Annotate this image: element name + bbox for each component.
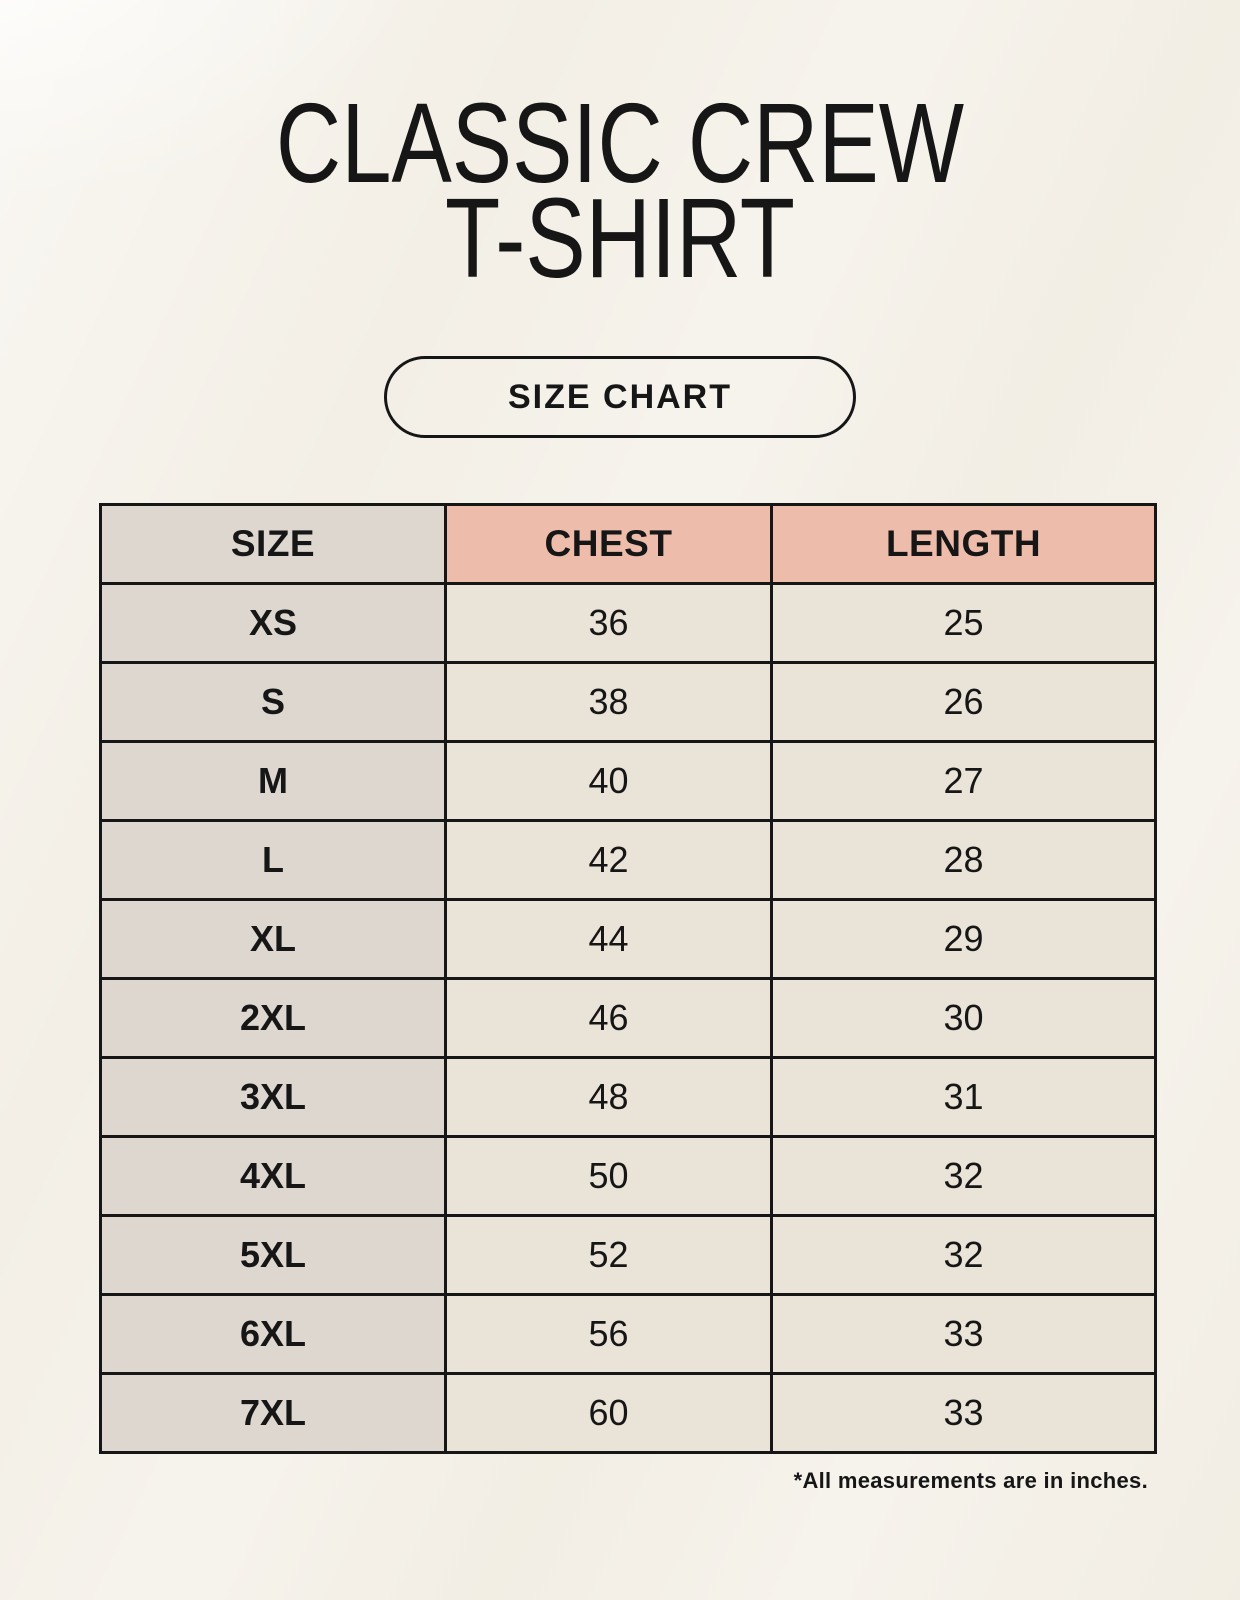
table-row: XL 44 29	[99, 898, 1157, 980]
chest-cell: 44	[444, 898, 773, 980]
length-cell: 29	[770, 898, 1157, 980]
length-cell: 28	[770, 819, 1157, 901]
length-cell: 30	[770, 977, 1157, 1059]
chest-cell: 42	[444, 819, 773, 901]
length-cell: 27	[770, 740, 1157, 822]
table-row: XS 36 25	[99, 582, 1157, 664]
page-title-line1: CLASSIC CREW	[275, 80, 965, 206]
length-cell: 31	[770, 1056, 1157, 1138]
length-cell: 33	[770, 1293, 1157, 1375]
size-cell: 4XL	[99, 1135, 447, 1217]
chest-cell: 38	[444, 661, 773, 743]
table-row: 4XL 50 32	[99, 1135, 1157, 1217]
size-chart-button-label: SIZE CHART	[508, 377, 732, 416]
table-row: 3XL 48 31	[99, 1056, 1157, 1138]
size-cell: 5XL	[99, 1214, 447, 1296]
size-cell: 7XL	[99, 1372, 447, 1454]
table-row: L 42 28	[99, 819, 1157, 901]
size-cell: XL	[99, 898, 447, 980]
length-cell: 25	[770, 582, 1157, 664]
size-chart-button[interactable]: SIZE CHART	[384, 356, 856, 438]
table-header-row: SIZE CHEST LENGTH	[99, 503, 1157, 585]
size-cell: L	[99, 819, 447, 901]
chest-cell: 36	[444, 582, 773, 664]
length-cell: 26	[770, 661, 1157, 743]
table-row: 7XL 60 33	[99, 1372, 1157, 1454]
chest-cell: 50	[444, 1135, 773, 1217]
table-row: 6XL 56 33	[99, 1293, 1157, 1375]
size-cell: M	[99, 740, 447, 822]
chest-cell: 46	[444, 977, 773, 1059]
chest-cell: 40	[444, 740, 773, 822]
measurement-note: *All measurements are in inches.	[793, 1468, 1148, 1493]
size-cell: 3XL	[99, 1056, 447, 1138]
button-row: SIZE CHART	[0, 356, 1240, 438]
page-title: CLASSIC CREW T-SHIRT	[124, 0, 1116, 301]
length-cell: 33	[770, 1372, 1157, 1454]
chest-cell: 52	[444, 1214, 773, 1296]
size-cell: 6XL	[99, 1293, 447, 1375]
table-row: M 40 27	[99, 740, 1157, 822]
column-header-size: SIZE	[99, 503, 447, 585]
size-chart-table: SIZE CHEST LENGTH XS 36 25 S 38 26 M 40 …	[99, 503, 1157, 1454]
size-cell: S	[99, 661, 447, 743]
chest-cell: 60	[444, 1372, 773, 1454]
size-cell: 2XL	[99, 977, 447, 1059]
page-title-line2: T-SHIRT	[445, 175, 795, 301]
column-header-chest: CHEST	[444, 503, 773, 585]
column-header-length: LENGTH	[770, 503, 1157, 585]
table-row: 2XL 46 30	[99, 977, 1157, 1059]
chest-cell: 56	[444, 1293, 773, 1375]
length-cell: 32	[770, 1135, 1157, 1217]
size-table-body: XS 36 25 S 38 26 M 40 27 L 42 28 XL 44 2…	[99, 582, 1157, 1454]
table-row: 5XL 52 32	[99, 1214, 1157, 1296]
chest-cell: 48	[444, 1056, 773, 1138]
table-row: S 38 26	[99, 661, 1157, 743]
size-cell: XS	[99, 582, 447, 664]
length-cell: 32	[770, 1214, 1157, 1296]
